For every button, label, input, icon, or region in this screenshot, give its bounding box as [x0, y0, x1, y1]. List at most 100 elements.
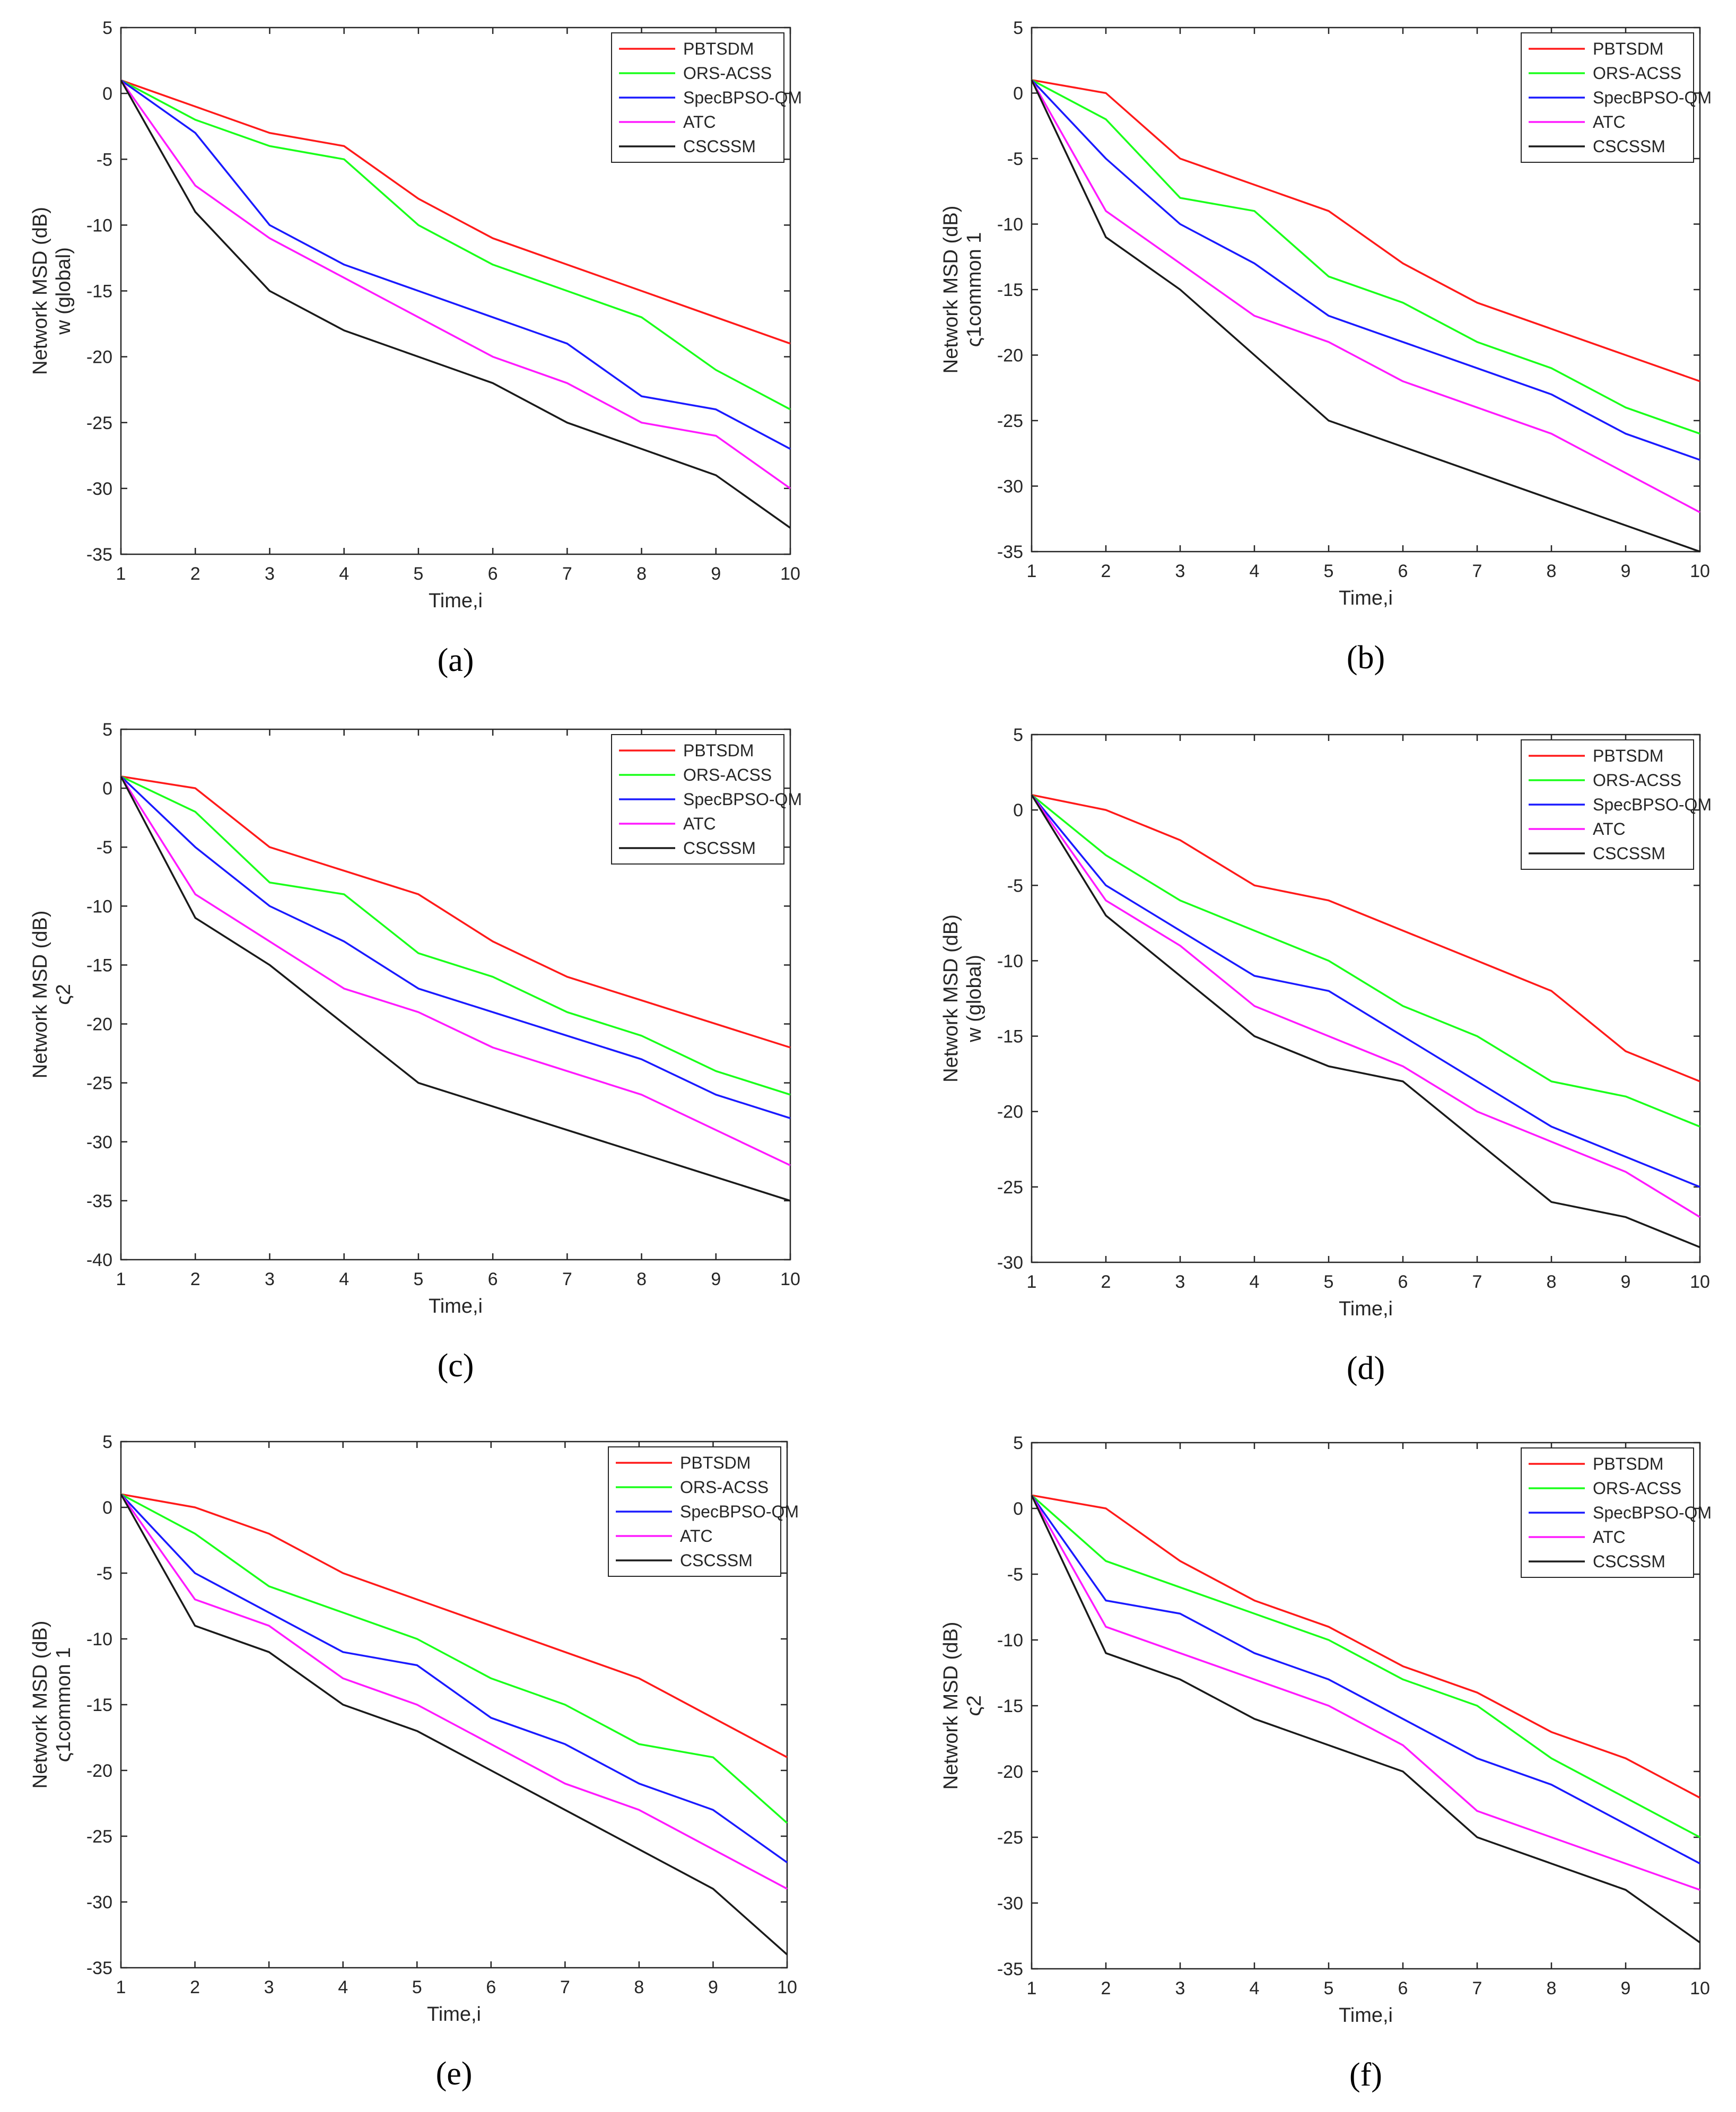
- x-tick-label: 4: [1250, 1272, 1260, 1292]
- y-tick-label: -20: [997, 1762, 1023, 1782]
- legend-label: ATC: [680, 1526, 713, 1546]
- y-axis-label: Network MSD (dB): [29, 207, 51, 375]
- legend-label: ATC: [1593, 1528, 1626, 1547]
- y-tick-label: -30: [86, 479, 112, 499]
- legend: PBTSDM ORS-ACSS SpecBPSO-QM ATC CSCSSM: [611, 734, 802, 865]
- series-line-specbpso-qm: [1031, 1495, 1700, 1865]
- y-tick-label: -35: [997, 542, 1023, 562]
- y-axis-label-group: Network MSD (dB) ς2: [940, 1622, 985, 1790]
- x-tick-label: 7: [562, 564, 572, 584]
- chart-panel-a: 1 2 3 4 5 6 7 8 9 10 5 0 -5 -10 -15 -20 -25 -30 -35 Time,i N…: [29, 18, 802, 678]
- y-axis-label: Network MSD (dB): [940, 206, 962, 374]
- x-tick-label: 8: [634, 1977, 644, 1997]
- y-axis-sublabel: ς1common 1: [53, 1647, 75, 1762]
- x-tick-label: 10: [780, 564, 800, 584]
- y-axis-label: Network MSD (dB): [940, 1622, 962, 1790]
- y-tick-label: -20: [997, 346, 1023, 366]
- legend-label: PBTSDM: [680, 1453, 751, 1472]
- legend-label: ATC: [1593, 819, 1626, 839]
- x-tick-label: 3: [1175, 561, 1185, 581]
- y-axis-label-group: Network MSD (dB) w (global): [940, 914, 985, 1083]
- y-axis-label-group: Network MSD (dB) ς2: [29, 911, 75, 1079]
- x-tick-label: 10: [777, 1977, 797, 1997]
- y-tick-label: -30: [997, 1893, 1023, 1914]
- x-tick-label: 1: [116, 564, 126, 584]
- series-line-pbtsdm: [120, 1493, 788, 1758]
- x-tick-label: 8: [1547, 1272, 1557, 1292]
- y-tick-label: -25: [86, 1074, 112, 1094]
- legend-label: ORS-ACSS: [1593, 771, 1681, 790]
- y-tick-label: -25: [997, 1177, 1023, 1198]
- legend-label: ATC: [1593, 112, 1626, 132]
- x-tick-label: 6: [488, 564, 498, 584]
- legend-label: ORS-ACSS: [1593, 64, 1681, 83]
- x-tick-label: 9: [1621, 1978, 1631, 1998]
- y-tick-label: 5: [102, 1432, 112, 1452]
- legend-label: ORS-ACSS: [1593, 1479, 1681, 1498]
- series-line-specbpso-qm: [120, 79, 791, 450]
- y-tick-label: -30: [997, 1253, 1023, 1273]
- x-tick-label: 5: [413, 1269, 423, 1289]
- x-tick-label: 8: [636, 564, 647, 584]
- x-tick-label: 3: [265, 1269, 275, 1289]
- y-tick-label: -15: [997, 280, 1023, 300]
- series-line-atc: [120, 1494, 788, 1890]
- x-tick-label: 5: [1324, 1978, 1334, 1998]
- y-tick-label: -35: [86, 545, 112, 565]
- legend-label: SpecBPSO-QM: [683, 88, 802, 107]
- x-axis-label: Time,i: [429, 1295, 483, 1317]
- x-tick-label: 10: [780, 1269, 800, 1289]
- legend: PBTSDM ORS-ACSS SpecBPSO-QM ATC CSCSSM: [608, 1446, 799, 1577]
- y-tick-label: -5: [97, 150, 112, 170]
- series-line-pbtsdm: [1031, 1494, 1700, 1799]
- x-tick-label: 2: [190, 564, 200, 584]
- y-tick-label: -30: [86, 1132, 112, 1153]
- x-tick-label: 10: [1690, 561, 1710, 581]
- x-axis-label: Time,i: [1339, 2004, 1393, 2027]
- series-line-cscssm: [1031, 1495, 1701, 1943]
- legend-label: SpecBPSO-QM: [1593, 795, 1712, 814]
- y-tick-label: -30: [86, 1892, 112, 1913]
- x-tick-label: 10: [1690, 1272, 1710, 1292]
- y-tick-label: -5: [1007, 876, 1023, 896]
- x-tick-label: 7: [1472, 1978, 1482, 1998]
- legend: PBTSDM ORS-ACSS SpecBPSO-QM ATC CSCSSM: [1521, 1447, 1712, 1578]
- x-tick-label: 8: [1547, 1978, 1557, 1998]
- legend-label: SpecBPSO-QM: [683, 790, 802, 809]
- x-tick-label: 6: [488, 1269, 498, 1289]
- y-tick-label: -25: [997, 1828, 1023, 1848]
- x-axis-label: Time,i: [429, 590, 483, 612]
- y-tick-label: -25: [86, 413, 112, 433]
- y-tick-label: -5: [97, 1564, 112, 1584]
- x-tick-label: 6: [1398, 1978, 1408, 1998]
- y-axis-label-group: Network MSD (dB) w (global): [29, 207, 75, 375]
- y-tick-label: -35: [997, 1959, 1023, 1979]
- y-tick-label: -20: [997, 1102, 1023, 1122]
- x-tick-label: 2: [1101, 1272, 1111, 1292]
- x-tick-label: 2: [190, 1269, 200, 1289]
- x-tick-label: 3: [1175, 1978, 1185, 1998]
- y-tick-label: -5: [97, 837, 112, 858]
- y-tick-label: -15: [997, 1027, 1023, 1047]
- x-tick-label: 8: [1547, 561, 1557, 581]
- legend-label: ORS-ACSS: [683, 765, 772, 784]
- y-axis-sublabel: ς2: [963, 1695, 985, 1716]
- series-line-ors-acss: [120, 1493, 788, 1824]
- x-tick-label: 2: [190, 1977, 200, 1997]
- y-tick-label: 0: [102, 779, 112, 799]
- series-line-pbtsdm: [120, 79, 791, 345]
- series-line-cscssm: [120, 80, 791, 529]
- x-tick-label: 7: [1472, 1272, 1482, 1292]
- y-tick-label: -35: [86, 1191, 112, 1211]
- y-tick-label: 5: [1013, 1433, 1023, 1453]
- series-line-cscssm: [120, 1494, 788, 1956]
- y-tick-label: 0: [1013, 84, 1023, 104]
- x-tick-label: 5: [1324, 1272, 1334, 1292]
- series-line-pbtsdm: [120, 775, 791, 1049]
- series-line-cscssm: [1031, 80, 1700, 553]
- series-line-atc: [120, 775, 791, 1166]
- series-line-specbpso-qm: [1031, 79, 1700, 461]
- panel-label: (c): [438, 1348, 474, 1384]
- y-tick-label: -15: [86, 282, 112, 302]
- x-tick-label: 7: [1472, 561, 1482, 581]
